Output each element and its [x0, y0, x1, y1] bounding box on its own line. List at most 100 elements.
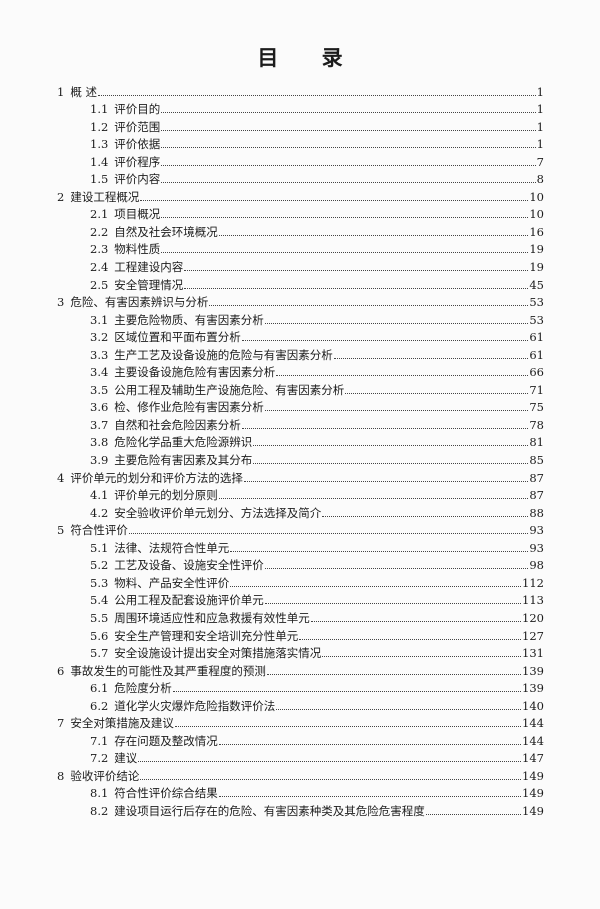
dot-leader: [161, 164, 536, 166]
toc-section-entry[interactable]: 5.1 法律、法规符合性单元 93: [57, 537, 544, 555]
toc-section-entry[interactable]: 5.7 安全设施设计提出安全对策措施落实情况 131: [57, 643, 544, 660]
entry-page-number: 144: [522, 716, 544, 731]
dot-leader: [310, 620, 522, 622]
toc-section-entry[interactable]: 2.3 物料性质 19: [57, 239, 544, 257]
dot-leader: [333, 357, 529, 359]
entry-label: 主要危险有害因素及其分布: [114, 453, 253, 468]
toc-section-entry[interactable]: 3.1 主要危险物质、有害因素分析 53: [57, 309, 544, 327]
toc-section-entry[interactable]: 6.2 道化学火灾爆炸危险指数评价法 140: [57, 695, 544, 713]
entry-label: 存在问题及整改情况: [114, 733, 218, 748]
entry-label: 法律、法规符合性单元: [114, 540, 230, 555]
toc-chapter-entry[interactable]: 4 评价单元的划分和评价方法的选择 87: [57, 467, 544, 485]
dot-leader: [264, 322, 529, 324]
entry-label: 道化学火灾爆炸危险指数评价法: [114, 698, 276, 713]
dot-leader: [184, 287, 529, 289]
entry-page-number: 10: [529, 189, 544, 204]
entry-label: 建议: [114, 751, 138, 766]
entry-page-number: 93: [529, 523, 544, 538]
toc-section-entry[interactable]: 7.2 建议 147: [57, 748, 544, 766]
entry-page-number: 149: [522, 768, 544, 783]
toc-section-entry[interactable]: 1.1 评价目的 1: [57, 99, 544, 117]
entry-page-number: 61: [529, 330, 544, 345]
entry-number: 2.2: [90, 224, 109, 239]
entry-number: 5.2: [90, 558, 109, 573]
dot-leader: [253, 463, 529, 465]
entry-number: 1: [57, 84, 65, 99]
entry-label: 安全验收评价单元划分、方法选择及简介: [114, 505, 322, 520]
toc-section-entry[interactable]: 2.5 安全管理情况 45: [57, 274, 544, 292]
toc-section-entry[interactable]: 7.1 存在问题及整改情况 144: [57, 730, 544, 748]
entry-number: 3.3: [90, 347, 109, 362]
entry-page-number: 16: [529, 224, 544, 239]
entry-label: 工程建设内容: [114, 260, 184, 275]
toc-section-entry[interactable]: 2.1 项目概况 10: [57, 204, 544, 221]
entry-page-number: 140: [522, 698, 544, 713]
toc-section-entry[interactable]: 3.3 生产工艺及设备设施的危险与有害因素分析 61: [57, 344, 544, 362]
entry-page-number: 139: [522, 663, 544, 678]
toc-section-entry[interactable]: 5.3 物料、产品安全性评价 112: [57, 572, 544, 590]
entry-number: 3.2: [90, 330, 109, 345]
toc-section-entry[interactable]: 8.1 符合性评价综合结果 149: [57, 783, 544, 801]
entry-page-number: 120: [522, 610, 544, 625]
entry-number: 5.1: [90, 540, 109, 555]
entry-label: 事故发生的可能性及其严重程度的预测: [70, 663, 266, 678]
entry-number: 1.1: [90, 102, 109, 117]
entry-label: 主要危险物质、有害因素分析: [114, 312, 264, 327]
toc-chapter-entry[interactable]: 6 事故发生的可能性及其严重程度的预测 139: [57, 660, 544, 678]
dot-leader: [322, 515, 529, 517]
toc-section-entry[interactable]: 6.1 危险度分析 139: [57, 678, 544, 696]
toc-section-entry[interactable]: 3.4 主要设备设施危险有害因素分析 66: [57, 362, 544, 380]
dot-leader: [218, 498, 529, 500]
toc-section-entry[interactable]: 2.2 自然及社会环境概况 16: [57, 221, 544, 239]
toc-section-entry[interactable]: 3.2 区域位置和平面布置分析 61: [57, 327, 544, 345]
toc-section-entry[interactable]: 8.2 建设项目运行后存在的危险、有害因素种类及其危险危害程度 149: [57, 800, 544, 818]
toc-section-entry[interactable]: 1.3 评价依据 1: [57, 134, 544, 151]
toc-chapter-entry[interactable]: 7 安全对策措施及建议 144: [57, 713, 544, 731]
dot-leader: [97, 94, 536, 96]
toc-section-entry[interactable]: 3.7 自然和社会危险因素分析 78: [57, 414, 544, 432]
toc-chapter-entry[interactable]: 3 危险、有害因素辨识与分析 53: [57, 292, 544, 310]
toc-chapter-entry[interactable]: 2 建设工程概况 10: [57, 186, 544, 204]
toc-section-entry[interactable]: 5.5 周围环境适应性和应急救援有效性单元 120: [57, 607, 544, 625]
entry-label: 评价目的: [114, 102, 161, 117]
entry-page-number: 85: [529, 453, 544, 468]
entry-label: 评价范围: [114, 119, 161, 134]
entry-page-number: 93: [529, 540, 544, 555]
entry-label: 危险化学品重大危险源辨识: [114, 435, 253, 450]
entry-number: 7.2: [90, 751, 109, 766]
toc-section-entry[interactable]: 3.5 公用工程及辅助生产设施危险、有害因素分析 71: [57, 379, 544, 397]
entry-page-number: 81: [529, 435, 544, 450]
toc-section-entry[interactable]: 2.4 工程建设内容 19: [57, 256, 544, 274]
toc-section-entry[interactable]: 4.1 评价单元的划分原则 87: [57, 485, 544, 502]
toc-section-entry[interactable]: 5.6 安全生产管理和安全培训充分性单元 127: [57, 625, 544, 643]
entry-page-number: 75: [529, 400, 544, 415]
toc-chapter-entry[interactable]: 8 验收评价结论 149: [57, 765, 544, 783]
entry-page-number: 53: [529, 295, 544, 310]
toc-section-entry[interactable]: 3.6 检、修作业危险有害因素分析 75: [57, 397, 544, 415]
toc-section-entry[interactable]: 4.2 安全验收评价单元划分、方法选择及简介 88: [57, 502, 544, 520]
toc-section-entry[interactable]: 5.4 公用工程及配套设施评价单元 113: [57, 590, 544, 607]
dot-leader: [276, 708, 522, 710]
entry-page-number: 98: [529, 558, 544, 573]
toc-section-entry[interactable]: 1.4 评价程序 7: [57, 151, 544, 169]
toc-chapter-entry[interactable]: 5 符合性评价 93: [57, 520, 544, 538]
toc-section-entry[interactable]: 1.2 评价范围 1: [57, 116, 544, 134]
entry-number: 8.2: [90, 803, 109, 818]
toc-section-entry[interactable]: 5.2 工艺及设备、设施安全性评价 98: [57, 555, 544, 573]
toc-section-entry[interactable]: 3.8 危险化学品重大危险源辨识 81: [57, 432, 544, 450]
toc-section-entry[interactable]: 3.9 主要危险有害因素及其分布 85: [57, 449, 544, 467]
toc-chapter-entry[interactable]: 1 概 述 1: [57, 81, 544, 99]
entry-page-number: 61: [529, 347, 544, 362]
dot-leader: [264, 410, 529, 412]
entry-number: 3.4: [90, 365, 109, 380]
entry-number: 4: [57, 470, 65, 485]
toc-section-entry[interactable]: 1.5 评价内容 8: [57, 169, 544, 186]
dot-leader: [161, 217, 529, 219]
dot-leader: [253, 445, 529, 447]
entry-number: 6.1: [90, 681, 109, 696]
dot-leader: [230, 550, 529, 552]
entry-number: 2.3: [90, 242, 109, 257]
entry-label: 危险度分析: [114, 681, 172, 696]
entry-number: 8.1: [90, 786, 109, 801]
